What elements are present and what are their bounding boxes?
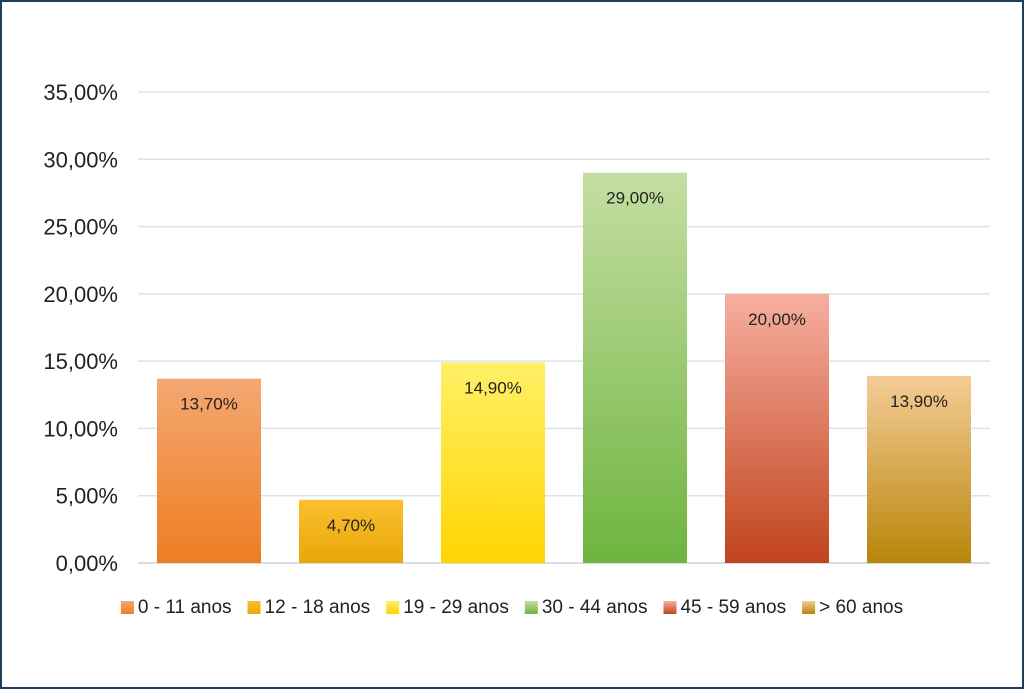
gridlines	[138, 91, 990, 564]
legend-label: 0 - 11 anos	[138, 597, 232, 618]
data-label: 4,70%	[327, 516, 375, 535]
legend-item: > 60 anos	[802, 597, 903, 618]
y-tick-label: 15,00%	[43, 349, 118, 374]
y-tick-label: 25,00%	[43, 215, 118, 240]
y-tick-label: 10,00%	[43, 416, 118, 441]
legend-swatch	[386, 601, 400, 614]
y-tick-label: 5,00%	[56, 484, 118, 509]
data-label: 13,70%	[180, 395, 238, 414]
bar	[867, 375, 971, 563]
legend-item: 19 - 29 anos	[386, 597, 509, 618]
legend-label: 45 - 59 anos	[680, 597, 786, 618]
legend-label: > 60 anos	[819, 597, 903, 618]
legend-swatch	[247, 601, 261, 614]
y-tick-label: 30,00%	[43, 147, 118, 172]
legend-item: 30 - 44 anos	[524, 597, 648, 618]
legend-swatch	[524, 601, 538, 614]
bar	[157, 378, 261, 563]
legend-item: 12 - 18 anos	[247, 597, 371, 618]
legend-swatch	[663, 601, 677, 614]
y-tick-label: 0,00%	[56, 551, 118, 576]
data-label: 20,00%	[748, 310, 806, 329]
legend-label: 12 - 18 anos	[265, 597, 371, 618]
data-label: 13,90%	[890, 392, 948, 411]
legend-item: 0 - 11 anos	[120, 597, 232, 618]
bar	[299, 499, 403, 563]
legend-swatch	[120, 601, 134, 614]
y-axis: 0,00% 5,00% 10,00% 15,00% 20,00% 25,00% 30,00%…	[43, 80, 118, 576]
legend-label: 30 - 44 anos	[542, 597, 648, 618]
legend-swatch	[802, 601, 816, 614]
bar	[583, 172, 687, 563]
bar	[725, 293, 829, 563]
data-label: 14,90%	[464, 378, 522, 397]
y-tick-label: 35,00%	[43, 80, 118, 105]
y-tick-label: 20,00%	[43, 282, 118, 307]
data-labels: 13,70% 4,70% 14,90% 29,00% 20,00% 13,90%	[180, 189, 948, 535]
legend-item: 45 - 59 anos	[663, 597, 786, 618]
legend: 0 - 11 anos 12 - 18 anos 19 - 29 anos 30 - …	[120, 597, 903, 618]
legend-label: 19 - 29 anos	[403, 597, 509, 618]
data-label: 29,00%	[606, 189, 664, 208]
bars	[157, 172, 971, 563]
bar	[441, 362, 545, 563]
